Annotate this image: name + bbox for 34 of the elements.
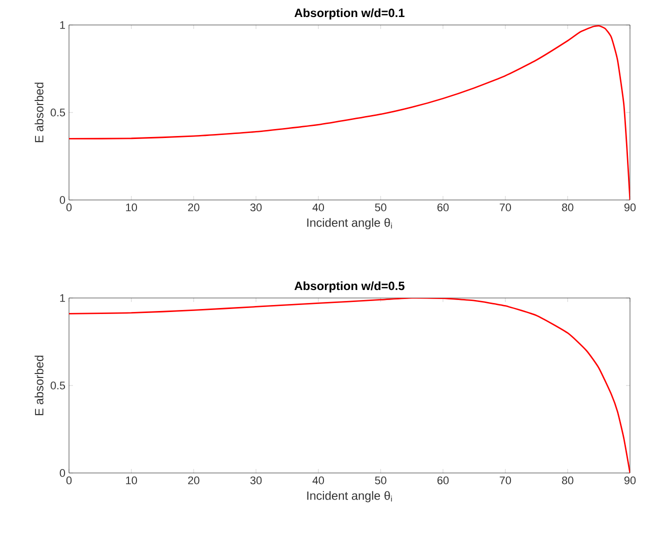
x-tick-label: 80: [562, 204, 574, 212]
x-tick-label: 90: [624, 204, 636, 212]
x-tick-label: 50: [375, 204, 386, 212]
x-tick-label: 0: [66, 204, 72, 212]
y-tick-label: 0.5: [50, 108, 66, 116]
y-tick-label: 0: [60, 196, 66, 204]
x-axis-title: Incident angle θ$_{i}$: [307, 218, 392, 230]
x-tick-label: 10: [126, 204, 137, 212]
x-tick-label: 40: [312, 476, 324, 484]
x-axis-title: Incident angle θ$_{i}$: [307, 491, 392, 502]
x-tick-label: 90: [624, 476, 636, 484]
x-tick-label: 30: [250, 476, 262, 484]
y-tick-label: 0.5: [50, 382, 66, 390]
x-tick-label: 0: [66, 476, 72, 484]
x-tick-label: 10: [126, 476, 137, 484]
y-axis-title: E absorbed: [34, 356, 44, 416]
x-tick-label: 70: [500, 476, 511, 484]
x-tick-label: 60: [437, 204, 449, 212]
y-tick-label: 0: [60, 469, 66, 477]
x-tick-label: 30: [250, 204, 262, 212]
chart-title: Absorption w/d=0.1: [294, 8, 404, 20]
x-tick-label: 40: [312, 204, 324, 212]
y-axis-title: E absorbed: [34, 82, 44, 142]
line-series: [69, 298, 630, 473]
x-tick-label: 20: [188, 476, 200, 484]
y-tick-label: 1: [60, 294, 65, 302]
x-tick-label: 70: [500, 204, 511, 212]
x-tick-label: 20: [188, 204, 200, 212]
chart-title: Absorption w/d=0.5: [294, 281, 404, 292]
x-tick-label: 80: [562, 476, 574, 484]
y-tick-label: 1: [60, 21, 65, 29]
x-tick-label: 50: [375, 476, 386, 484]
line-series: [69, 25, 630, 200]
x-tick-label: 60: [437, 476, 449, 484]
